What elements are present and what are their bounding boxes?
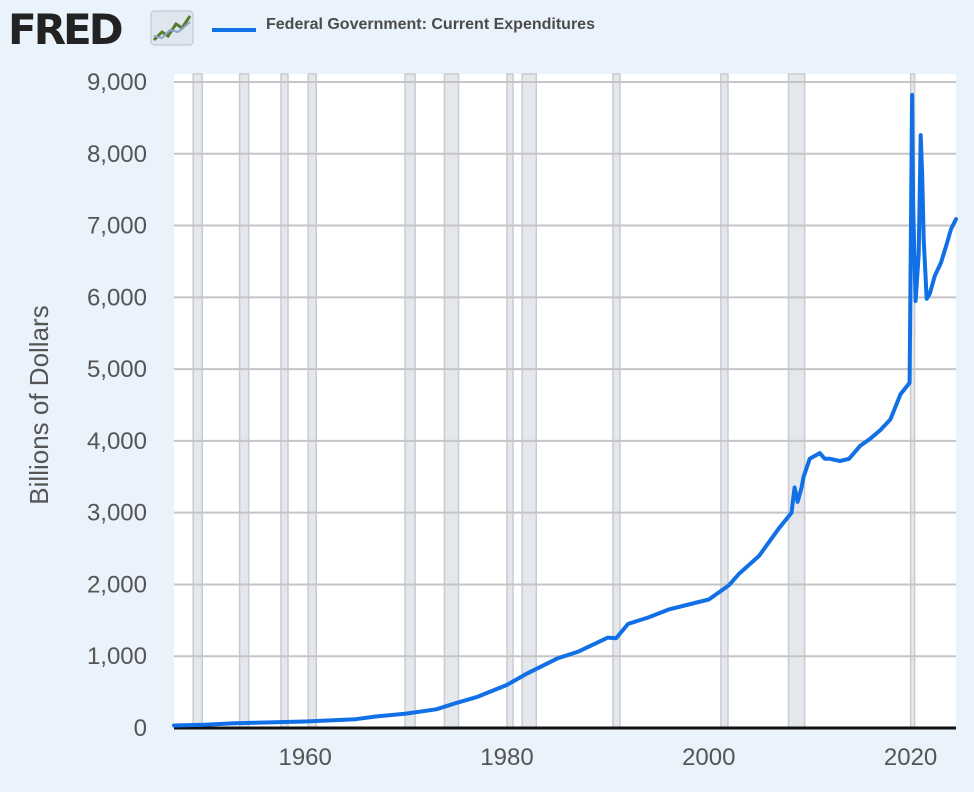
recession-band [720, 73, 729, 729]
recession-band [521, 73, 537, 729]
x-tick-label: 2000 [682, 744, 735, 771]
recession-band [443, 73, 460, 729]
y-axis: 0 1,000 2,000 3,000 4,000 5,000 6,000 7,000 8,00… [87, 69, 147, 742]
y-tick-label: 8,000 [87, 141, 147, 168]
recession-band [506, 73, 514, 729]
recession-band [192, 73, 204, 729]
legend-swatch [212, 28, 256, 32]
x-tick-label: 2020 [884, 744, 937, 771]
recession-band [307, 73, 318, 729]
line-graph-icon [150, 10, 194, 46]
y-tick-label: 3,000 [87, 500, 147, 527]
chart-header: FRED Federal Government: Current Expendi… [0, 0, 974, 60]
recession-band [612, 73, 621, 729]
x-tick-label: 1980 [480, 744, 533, 771]
y-axis-label: Billions of Dollars [24, 305, 54, 504]
y-tick-label: 5,000 [87, 356, 147, 383]
recession-band [787, 73, 806, 729]
recession-band [404, 73, 416, 729]
y-tick-label: 2,000 [87, 571, 147, 598]
series-line [172, 92, 958, 728]
fred-logo[interactable]: FRED [8, 5, 124, 54]
y-tick-label: 1,000 [87, 643, 147, 670]
series-lines [172, 92, 958, 728]
legend-label: Federal Government: Current Expenditures [266, 16, 595, 33]
y-grid [174, 81, 956, 658]
y-tick-label: 9,000 [87, 69, 147, 96]
recession-band [238, 73, 250, 729]
y-tick-label: 0 [134, 715, 147, 742]
x-tick-label: 1960 [278, 744, 331, 771]
recession-band [280, 73, 289, 729]
y-tick-label: 4,000 [87, 428, 147, 455]
x-axis: 1960 1980 2000 2020 [174, 726, 956, 771]
y-tick-label: 6,000 [87, 284, 147, 311]
plot-area [174, 74, 956, 728]
y-tick-label: 7,000 [87, 213, 147, 240]
